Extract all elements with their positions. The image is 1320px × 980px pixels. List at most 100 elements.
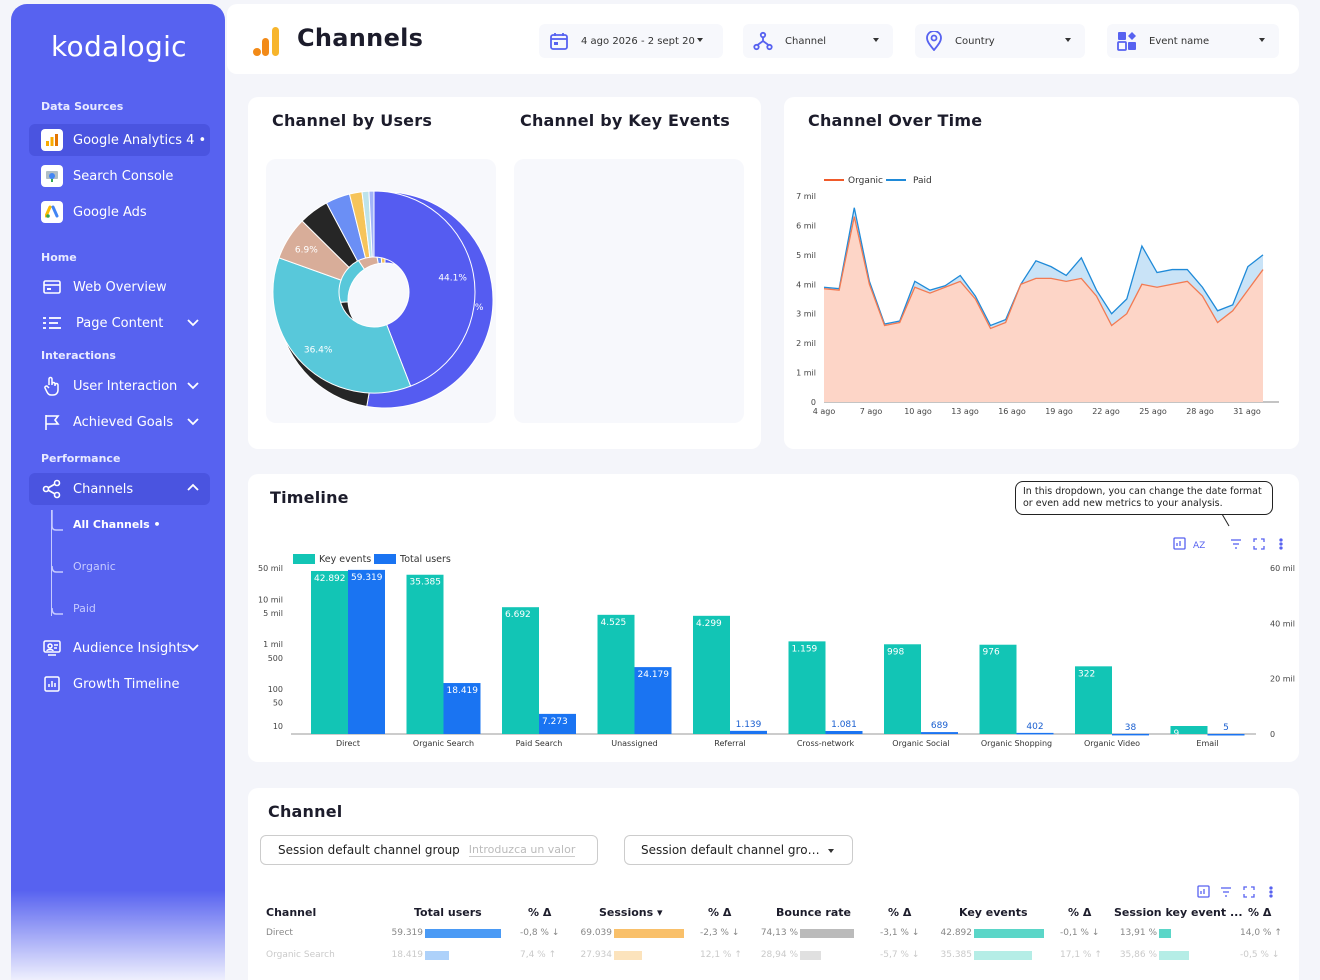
- country-filter[interactable]: Country: [915, 24, 1085, 58]
- sidebar-item-audience-insights[interactable]: Audience Insights: [29, 632, 210, 664]
- fullscreen-icon[interactable]: [1253, 538, 1265, 550]
- x-tick-label: 4 ago: [813, 407, 836, 416]
- table-bar: [425, 951, 449, 960]
- table-cell: 42.892: [940, 928, 973, 938]
- table-cell: -3,1 % ↓: [880, 928, 920, 938]
- left-axis-label: 50 mil: [258, 564, 283, 573]
- hand-pointer-icon: [41, 375, 63, 397]
- filter-icon[interactable]: [1231, 539, 1241, 549]
- channel-group-filter[interactable]: Session default channel group Introduzca…: [260, 835, 598, 865]
- channel-group-input[interactable]: Introduzca un valor: [468, 843, 576, 857]
- section-interactions: Interactions: [41, 349, 116, 362]
- explore-chart-icon[interactable]: [1173, 537, 1186, 550]
- more-vert-icon[interactable]: [1279, 538, 1283, 550]
- total-users-value: 1.081: [831, 720, 857, 730]
- key-events-value: 322: [1078, 669, 1095, 679]
- x-tick-label: 13 ago: [951, 407, 979, 416]
- sidebar-sub-paid[interactable]: Paid: [73, 602, 96, 615]
- table-bar: [800, 951, 822, 960]
- svg-text:AZ: AZ: [1193, 541, 1205, 551]
- left-axis-label: 500: [268, 654, 283, 663]
- sidebar-item-channels[interactable]: Channels: [29, 473, 210, 505]
- key-events-pie-slice: [368, 190, 375, 258]
- x-tick-label: 19 ago: [1045, 407, 1073, 416]
- table-header[interactable]: Key events: [959, 906, 1028, 919]
- total-users-bar: [634, 667, 672, 734]
- sidebar-sub-all-channels[interactable]: All Channels •: [73, 518, 161, 531]
- channel-filter[interactable]: Channel: [743, 24, 893, 58]
- table-toolbar: [1197, 885, 1273, 898]
- table-cell: 17,1 % ↑: [1060, 950, 1102, 960]
- table-header[interactable]: % Δ: [888, 906, 912, 919]
- sidebar-item-web-overview[interactable]: Web Overview: [29, 271, 210, 303]
- table-header[interactable]: Session key event ...: [1114, 906, 1243, 919]
- event-name-filter[interactable]: Event name: [1107, 24, 1279, 58]
- date-filter-value: 4 ago 2026 - 2 sept 20: [581, 35, 695, 47]
- over-time-chart-title: Channel Over Time: [808, 111, 983, 130]
- category-label: Email: [1196, 739, 1218, 748]
- table-cell: -5,7 % ↓: [880, 950, 920, 960]
- sidebar-item-label: Page Content: [76, 315, 164, 331]
- header: Channels 4 ago 2026 - 2 sept 20 Channel …: [227, 4, 1299, 74]
- y-tick-label: 4 mil: [796, 280, 816, 289]
- key-events-pie-slice: [373, 190, 476, 387]
- table-header[interactable]: % Δ: [528, 906, 552, 919]
- key-events-pie-slice-label: 44.1%: [438, 273, 467, 283]
- sidebar-item-label: Web Overview: [73, 279, 167, 295]
- sidebar-sub-organic[interactable]: Organic: [73, 560, 116, 573]
- bar-chart-icon: [41, 673, 63, 695]
- sidebar-item-page-content[interactable]: Page Content: [29, 307, 210, 339]
- legend-organic-label: Organic: [848, 176, 883, 186]
- table-cell: 27.934: [580, 950, 613, 960]
- right-axis-label: 20 mil: [1270, 675, 1295, 684]
- table-header[interactable]: Sessions ▾: [599, 906, 663, 919]
- legend-key-swatch: [293, 554, 315, 564]
- legend-users-label: Total users: [399, 554, 451, 565]
- explore-chart-icon[interactable]: [1197, 885, 1210, 898]
- fork-icon: [753, 31, 773, 51]
- key-events-value: 4.525: [601, 618, 627, 628]
- share-nodes-icon: [41, 478, 63, 500]
- channel-group-dropdown[interactable]: Session default channel gro…: [624, 835, 853, 865]
- sidebar-item-label: Google Ads: [73, 204, 147, 220]
- table-header[interactable]: % Δ: [1248, 906, 1272, 919]
- caret-down-icon: [697, 38, 703, 42]
- channel-over-time-card: Channel Over Time 0 1 mil 2 mil 3 mil 4 mil 5…: [784, 97, 1299, 449]
- category-label: Organic Shopping: [981, 739, 1052, 748]
- table-header[interactable]: % Δ: [1068, 906, 1092, 919]
- filter-icon[interactable]: [1221, 887, 1231, 897]
- list-icon: [41, 312, 63, 334]
- sidebar-item-growth-timeline[interactable]: Growth Timeline: [29, 668, 210, 700]
- category-label: Paid Search: [516, 739, 563, 748]
- sidebar-item-google-ads[interactable]: Google Ads: [29, 196, 210, 228]
- sidebar-item-google-analytics[interactable]: Google Analytics 4 •: [29, 124, 210, 156]
- sidebar-item-label: Channels: [73, 481, 134, 497]
- table-cell: 59.319: [391, 928, 424, 938]
- page-title: Channels: [297, 24, 424, 52]
- total-users-value: 24.179: [638, 670, 670, 680]
- table-header[interactable]: Total users: [414, 906, 482, 919]
- table-cell: -2,3 % ↓: [700, 928, 740, 938]
- table-header[interactable]: % Δ: [708, 906, 732, 919]
- key-events-pie-slice-label: 6.9%: [295, 245, 318, 255]
- sidebar-item-achieved-goals[interactable]: Achieved Goals: [29, 406, 210, 438]
- sidebar-item-user-interaction[interactable]: User Interaction: [29, 370, 210, 402]
- pie-charts: 52.7%21.5%16.4%6.5%44.1%36.4%6.9%DirectU…: [272, 190, 494, 409]
- x-tick-label: 31 ago: [1233, 407, 1261, 416]
- date-filter[interactable]: 4 ago 2026 - 2 sept 20: [539, 24, 723, 58]
- sidebar-item-search-console[interactable]: Search Console: [29, 160, 210, 192]
- key-events-value: 976: [983, 648, 1000, 658]
- sort-az-icon[interactable]: AZ: [1193, 541, 1205, 551]
- total-users-value: 7.273: [542, 717, 568, 727]
- fullscreen-icon[interactable]: [1243, 886, 1255, 898]
- table-bar: [974, 929, 1044, 938]
- table-header[interactable]: Bounce rate: [776, 906, 851, 919]
- total-users-value: 402: [1026, 722, 1043, 732]
- table-header[interactable]: Channel: [266, 906, 317, 919]
- table-cell: 28,94 %: [760, 950, 798, 960]
- y-tick-label: 7 mil: [796, 192, 816, 201]
- organic-area: [824, 216, 1263, 402]
- audience-icon: [41, 637, 63, 659]
- more-vert-icon[interactable]: [1269, 886, 1273, 898]
